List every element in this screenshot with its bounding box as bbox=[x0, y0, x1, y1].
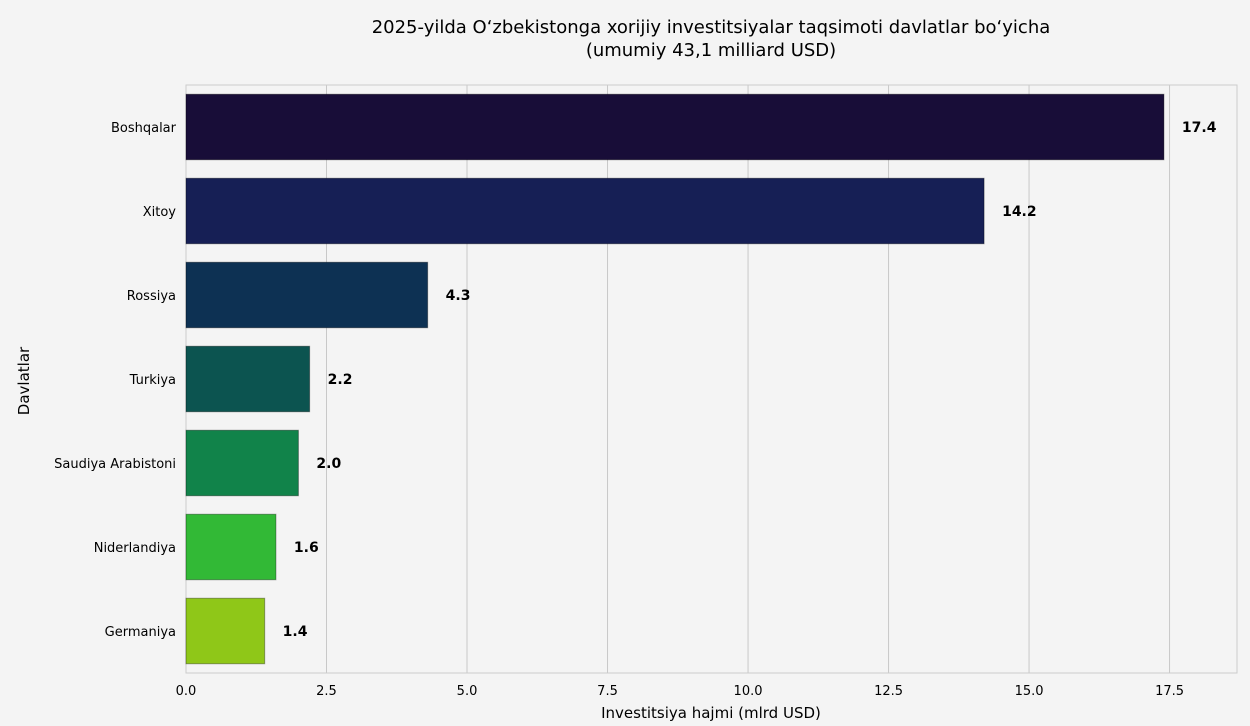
bar-value-label: 17.4 bbox=[1182, 120, 1217, 136]
x-tick-label: 17.5 bbox=[1155, 684, 1184, 699]
chart-subtitle: (umumiy 43,1 milliard USD) bbox=[586, 40, 836, 61]
y-tick-label: Niderlandiya bbox=[94, 541, 176, 556]
bar-value-label: 2.0 bbox=[316, 456, 341, 472]
y-tick-label: Germaniya bbox=[105, 625, 176, 640]
bar-value-label: 2.2 bbox=[328, 372, 353, 388]
x-tick-label: 7.5 bbox=[597, 684, 618, 699]
x-tick-label: 10.0 bbox=[734, 684, 763, 699]
bar-value-label: 14.2 bbox=[1002, 204, 1037, 220]
x-tick-label: 2.5 bbox=[316, 684, 337, 699]
bars bbox=[185, 93, 1165, 665]
x-tick-labels: 0.0 2.5 5.0 7.5 10.0 12.5 15.0 17.5 bbox=[176, 684, 1184, 699]
y-tick-label: Rossiya bbox=[127, 289, 176, 304]
bar bbox=[185, 429, 299, 497]
bar-value-label: 1.4 bbox=[283, 624, 308, 640]
y-tick-label: Boshqalar bbox=[111, 121, 177, 136]
x-tick-label: 0.0 bbox=[176, 684, 197, 699]
value-labels: 17.4 14.2 4.3 2.2 2.0 1.6 1.4 bbox=[283, 120, 1217, 640]
y-tick-labels: Boshqalar Xitoy Rossiya Turkiya Saudiya Arab… bbox=[54, 121, 177, 640]
bar-value-label: 1.6 bbox=[294, 540, 319, 556]
bar bbox=[185, 345, 311, 413]
y-tick-label: Xitoy bbox=[143, 205, 177, 220]
bar bbox=[185, 93, 1165, 161]
x-tick-label: 5.0 bbox=[457, 684, 478, 699]
bar bbox=[185, 597, 266, 665]
y-tick-label: Turkiya bbox=[129, 373, 176, 388]
bar bbox=[185, 177, 985, 245]
bar bbox=[185, 261, 429, 329]
y-tick-label: Saudiya Arabistoni bbox=[54, 457, 176, 472]
bar-value-label: 4.3 bbox=[446, 288, 471, 304]
x-tick-label: 12.5 bbox=[874, 684, 903, 699]
chart-title: 2025-yilda O‘zbekistonga xorijiy investi… bbox=[372, 17, 1051, 38]
x-tick-label: 15.0 bbox=[1015, 684, 1044, 699]
y-axis-label: Davlatlar bbox=[15, 346, 33, 415]
x-axis-label: Investitsiya hajmi (mlrd USD) bbox=[601, 704, 821, 722]
bar bbox=[185, 513, 277, 581]
